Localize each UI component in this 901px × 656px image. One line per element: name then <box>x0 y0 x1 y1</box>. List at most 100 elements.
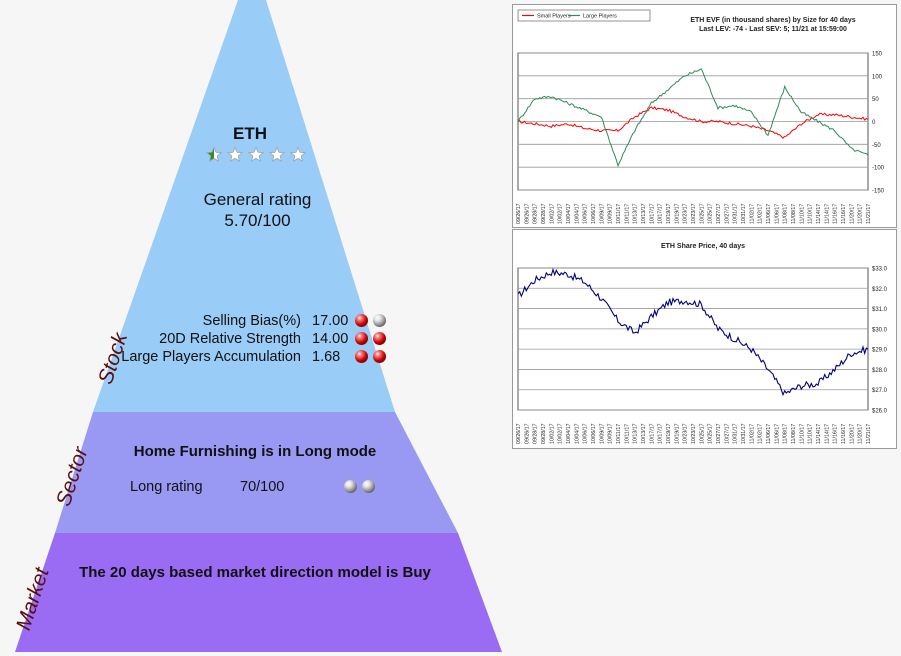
x-tick-label: 11/06/17 <box>766 204 772 224</box>
x-tick-label: 11/20/17 <box>849 204 855 224</box>
x-tick-label: 09/28/17 <box>533 203 539 224</box>
x-tick-label: 11/02/17 <box>749 424 755 444</box>
x-tick-label: 10/17/17 <box>649 203 655 224</box>
x-tick-label: 10/09/17 <box>608 203 614 224</box>
x-tick-label: 11/10/17 <box>799 204 805 224</box>
x-tick-label: 10/31/17 <box>733 203 739 224</box>
x-tick-label: 11/02/17 <box>758 424 764 444</box>
x-tick-label: 11/06/17 <box>766 424 772 444</box>
indicator-ball-icon <box>344 480 357 493</box>
x-tick-label: 10/06/17 <box>591 203 597 224</box>
x-tick-label: 10/17/17 <box>649 423 655 444</box>
x-tick-label: 10/19/17 <box>666 423 672 444</box>
x-tick-label: 09/28/17 <box>541 423 547 444</box>
x-tick-label: 11/08/17 <box>783 424 789 444</box>
x-tick-label: 11/14/17 <box>824 424 830 444</box>
star-icon <box>268 146 286 162</box>
y-tick-label: $30.0 <box>872 327 888 333</box>
x-tick-label: 11/20/17 <box>858 204 864 224</box>
x-tick-label: 10/27/17 <box>724 203 730 224</box>
indicator-ball-icon <box>355 314 368 327</box>
x-tick-label: 11/08/17 <box>791 204 797 224</box>
x-tick-label: 11/14/17 <box>816 424 822 444</box>
y-tick-label: $28.0 <box>872 368 888 374</box>
x-tick-label: 10/23/17 <box>691 423 697 444</box>
x-tick-label: 10/25/17 <box>708 423 714 444</box>
chart-title: ETH EVF (in thousand shares) by Size for… <box>690 17 855 24</box>
x-tick-label: 10/09/17 <box>599 203 605 224</box>
legend-label: Large Players <box>583 14 617 20</box>
x-tick-label: 11/14/17 <box>824 204 830 224</box>
x-tick-label: 10/25/17 <box>699 203 705 224</box>
general-rating-label: General rating <box>203 190 312 209</box>
x-tick-label: 11/02/17 <box>758 204 764 224</box>
x-tick-label: 11/16/17 <box>833 204 839 224</box>
x-tick-label: 10/17/17 <box>658 203 664 224</box>
x-tick-label: 10/04/17 <box>574 423 580 444</box>
x-tick-label: 10/25/17 <box>708 203 714 224</box>
star-icon <box>289 146 307 162</box>
x-tick-label: 09/28/17 <box>533 423 539 444</box>
x-tick-label: 11/06/17 <box>774 204 780 224</box>
x-tick-label: 11/14/17 <box>816 204 822 224</box>
metric-value-large-players: 1.68 <box>312 349 341 365</box>
sector-rating-label: Long rating <box>130 479 203 495</box>
metric-label-large-players: Large Players Accumulation <box>121 349 301 365</box>
indicator-ball-icon <box>373 350 386 363</box>
y-tick-label: $32.0 <box>872 287 888 293</box>
star-icon <box>205 146 223 162</box>
indicator-ball-icon <box>355 350 368 363</box>
x-tick-label: 09/26/17 <box>524 203 530 224</box>
x-tick-label: 10/11/17 <box>624 204 630 224</box>
x-tick-label: 09/26/17 <box>524 423 530 444</box>
x-tick-label: 10/13/17 <box>633 203 639 224</box>
general-rating-value: 5.70/100 <box>224 211 291 230</box>
x-tick-label: 09/26/17 <box>516 423 522 444</box>
x-tick-label: 10/09/17 <box>599 423 605 444</box>
y-tick-label: $26.0 <box>872 409 888 415</box>
y-tick-label: 100 <box>872 74 883 80</box>
rating-pyramid <box>15 0 502 652</box>
x-tick-label: 10/13/17 <box>641 203 647 224</box>
indicator-ball-icon <box>362 480 375 493</box>
x-tick-label: 10/04/17 <box>566 423 572 444</box>
y-tick-label: $27.0 <box>872 388 888 394</box>
x-tick-label: 10/23/17 <box>683 423 689 444</box>
y-tick-label: $29.0 <box>872 348 888 354</box>
x-tick-label: 10/02/17 <box>549 203 555 224</box>
x-tick-label: 10/23/17 <box>691 203 697 224</box>
x-tick-label: 10/11/17 <box>616 424 622 444</box>
x-tick-label: 10/27/17 <box>716 423 722 444</box>
stock-tier <box>93 0 395 412</box>
stock-ticker: ETH <box>233 124 267 143</box>
x-tick-label: 10/13/17 <box>633 423 639 444</box>
plot-area <box>517 267 869 411</box>
x-tick-label: 11/21/17 <box>866 424 872 444</box>
x-tick-label: 10/11/17 <box>616 204 622 224</box>
x-tick-label: 11/08/17 <box>791 424 797 444</box>
x-tick-label: 10/31/17 <box>733 423 739 444</box>
x-tick-label: 10/13/17 <box>641 423 647 444</box>
x-tick-label: 09/28/17 <box>541 203 547 224</box>
x-tick-label: 11/10/17 <box>808 204 814 224</box>
x-tick-label: 11/06/17 <box>774 424 780 444</box>
indicator-ball-icon <box>355 332 368 345</box>
x-tick-label: 10/27/17 <box>724 423 730 444</box>
sector-title: Home Furnishing is in Long mode <box>133 443 377 460</box>
market-direction-text: The 20 days based market direction model… <box>79 564 431 581</box>
y-tick-label: $31.0 <box>872 307 888 313</box>
y-tick-label: 150 <box>872 52 883 58</box>
x-tick-label: 10/02/17 <box>558 423 564 444</box>
x-tick-label: 10/31/17 <box>741 423 747 444</box>
x-tick-label: 11/16/17 <box>841 424 847 444</box>
chart-legend <box>517 9 651 22</box>
x-tick-label: 11/16/17 <box>833 424 839 444</box>
x-tick-label: 10/19/17 <box>666 203 672 224</box>
x-tick-label: 10/04/17 <box>574 203 580 224</box>
x-tick-label: 10/31/17 <box>741 203 747 224</box>
x-tick-label: 10/04/17 <box>566 203 572 224</box>
x-tick-label: 09/26/17 <box>516 203 522 224</box>
y-tick-label: 0 <box>872 120 876 126</box>
sector-rating-value: 70/100 <box>240 479 285 495</box>
